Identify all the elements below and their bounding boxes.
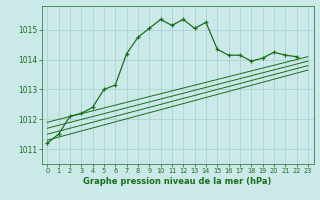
X-axis label: Graphe pression niveau de la mer (hPa): Graphe pression niveau de la mer (hPa): [84, 177, 272, 186]
